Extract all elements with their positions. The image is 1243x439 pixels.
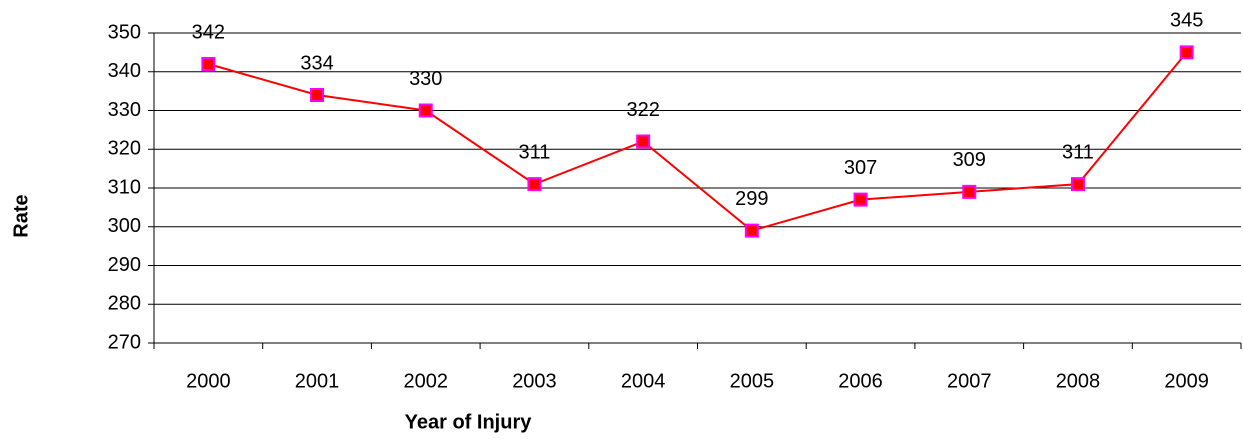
- x-tick-label: 2004: [621, 370, 666, 392]
- data-label: 322: [626, 99, 659, 121]
- data-label: 299: [735, 188, 768, 210]
- data-label: 330: [409, 68, 442, 90]
- y-tick-label: 300: [108, 215, 141, 237]
- y-tick-label: 340: [108, 60, 141, 82]
- x-tick-label: 2009: [1164, 370, 1209, 392]
- marker: [201, 57, 216, 71]
- x-tick-label: 2006: [838, 370, 883, 392]
- marker: [1070, 177, 1085, 192]
- data-label: 311: [1062, 141, 1094, 163]
- line: [208, 51, 1188, 232]
- marker: [636, 134, 651, 149]
- x-tick-label: 2003: [512, 370, 557, 392]
- marker: [418, 103, 433, 118]
- y-tick-label: 290: [108, 254, 141, 276]
- x-tick-label: 2008: [1056, 370, 1101, 392]
- y-tick-label: 280: [108, 293, 141, 315]
- x-tick-label: 2005: [730, 370, 775, 392]
- data-label: 309: [953, 149, 986, 171]
- y-tick-label: 320: [108, 138, 141, 160]
- marker: [962, 184, 977, 199]
- x-tick-label: 2002: [404, 370, 449, 392]
- data-label: 342: [192, 21, 225, 43]
- marker: [744, 223, 759, 238]
- marker: [310, 88, 325, 102]
- y-axis-label: Rate: [10, 194, 32, 237]
- y-tick-label: 350: [108, 21, 141, 43]
- data-label: 345: [1170, 10, 1203, 32]
- x-tick-label: 2001: [295, 370, 340, 392]
- y-tick-label: 330: [108, 99, 141, 121]
- marker: [853, 192, 868, 207]
- y-tick-label: 310: [108, 176, 141, 198]
- marker: [527, 177, 542, 192]
- x-tick-label: 2000: [186, 370, 231, 392]
- marker: [1179, 45, 1194, 60]
- data-label: 307: [844, 157, 877, 179]
- data-label: 334: [300, 52, 333, 74]
- x-tick-label: 2007: [947, 370, 992, 392]
- y-tick-label: 270: [108, 331, 141, 353]
- x-axis-label: Year of Injury: [405, 411, 533, 433]
- data-label: 311: [519, 141, 551, 163]
